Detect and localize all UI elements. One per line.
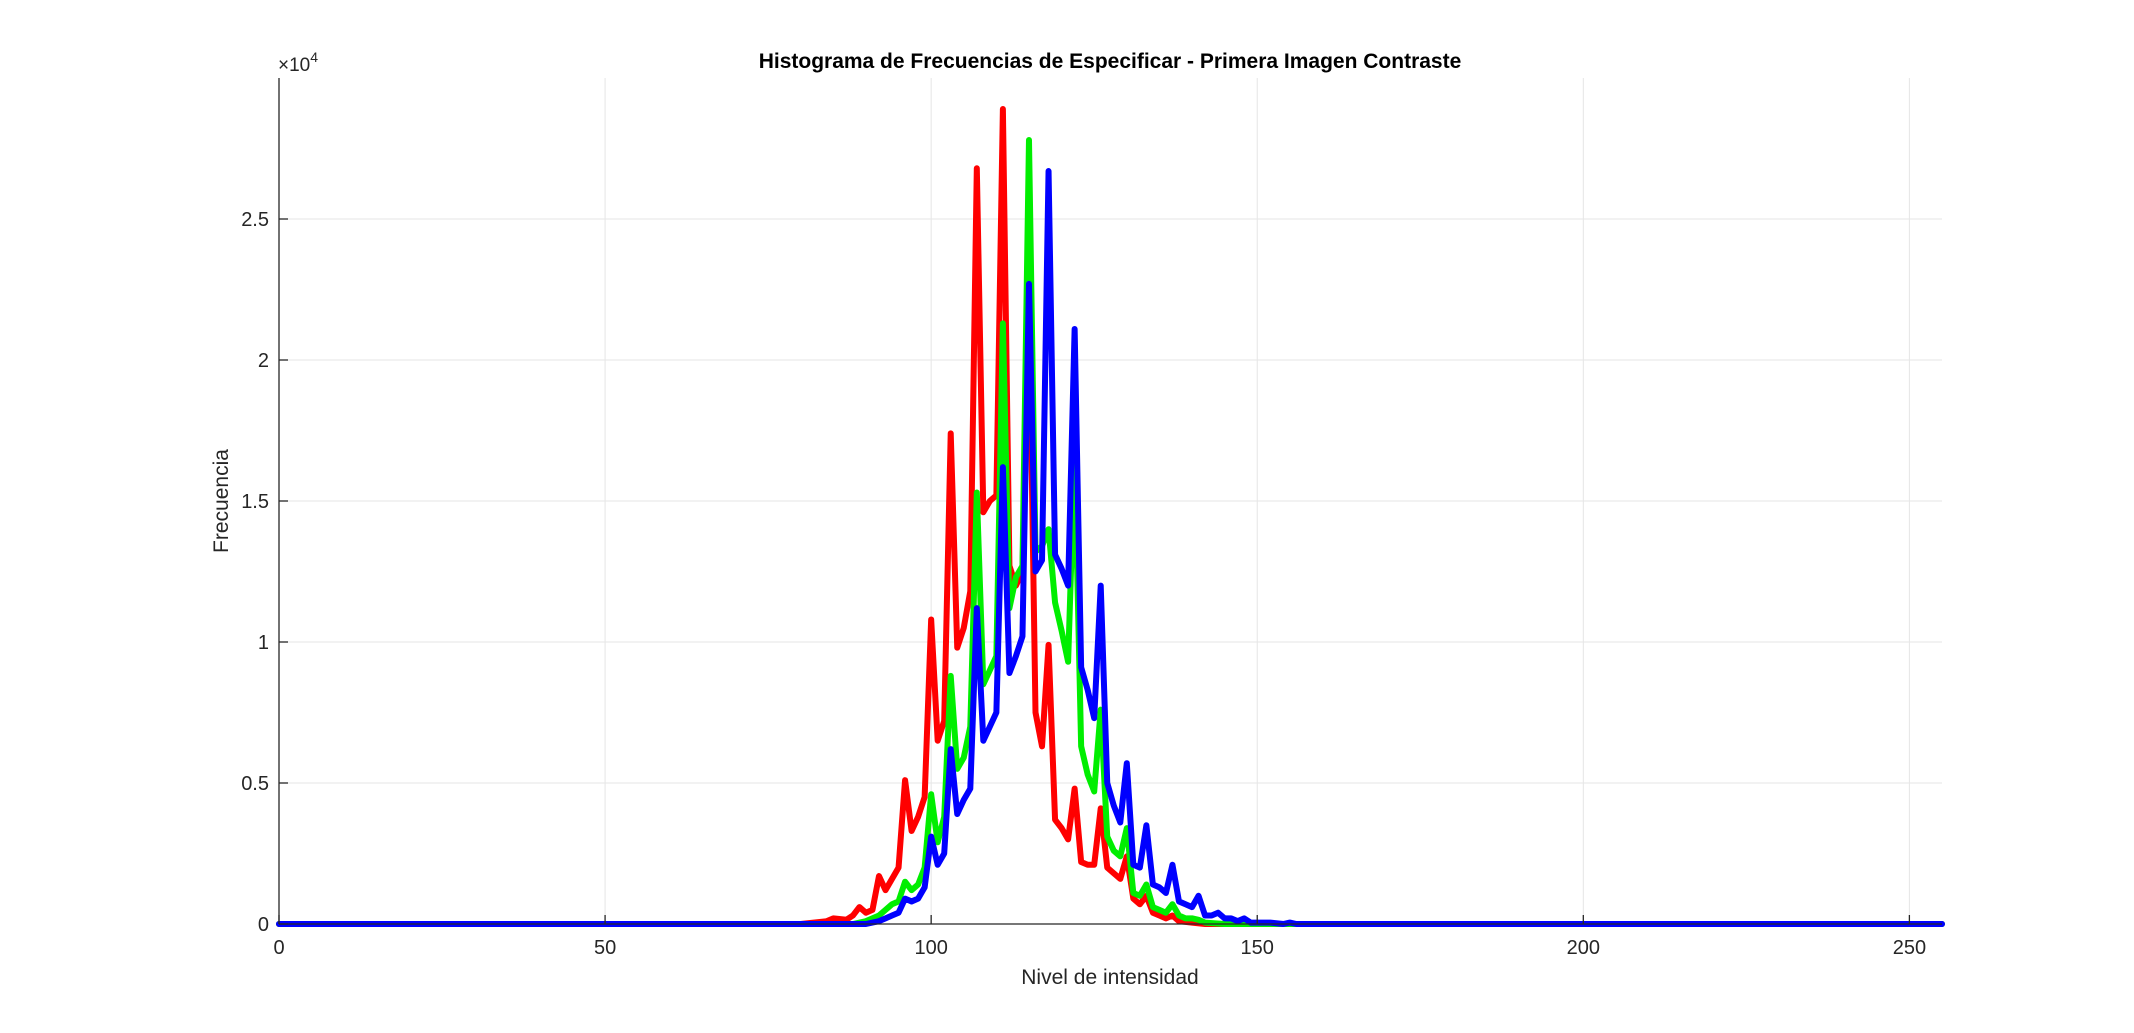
x-tick-label: 0 <box>273 937 284 959</box>
y-tick-label: 1.5 <box>241 491 269 513</box>
series-line-2 <box>276 137 1945 927</box>
y-axis-label: Frecuencia <box>210 449 233 553</box>
chart-title: Histograma de Frecuencias de Especificar… <box>759 50 1462 73</box>
series-line-3 <box>276 168 1945 927</box>
tick-labels: 0 50 100 150 200 250 0 0.5 1 1.5 2 2.5 <box>241 209 1926 959</box>
y-tick-label: 0.5 <box>241 773 269 795</box>
y-axis-exponent: ×104 <box>278 49 318 76</box>
x-tick-label: 150 <box>1241 937 1274 959</box>
y-tick-label: 0 <box>258 914 269 936</box>
axes <box>278 78 1942 925</box>
x-tick-label: 50 <box>594 937 616 959</box>
x-tick-label: 100 <box>914 937 947 959</box>
y-tick-label: 2 <box>258 350 269 372</box>
y-tick-label: 1 <box>258 632 269 654</box>
y-axis-exponent-base: ×10 <box>278 55 310 76</box>
x-axis-label: Nivel de intensidad <box>1021 966 1198 989</box>
y-tick-label: 2.5 <box>241 209 269 231</box>
x-tick-label: 200 <box>1567 937 1600 959</box>
x-tick-label: 250 <box>1893 937 1926 959</box>
y-axis-exponent-power: 4 <box>310 49 318 65</box>
data-series <box>276 106 1945 927</box>
